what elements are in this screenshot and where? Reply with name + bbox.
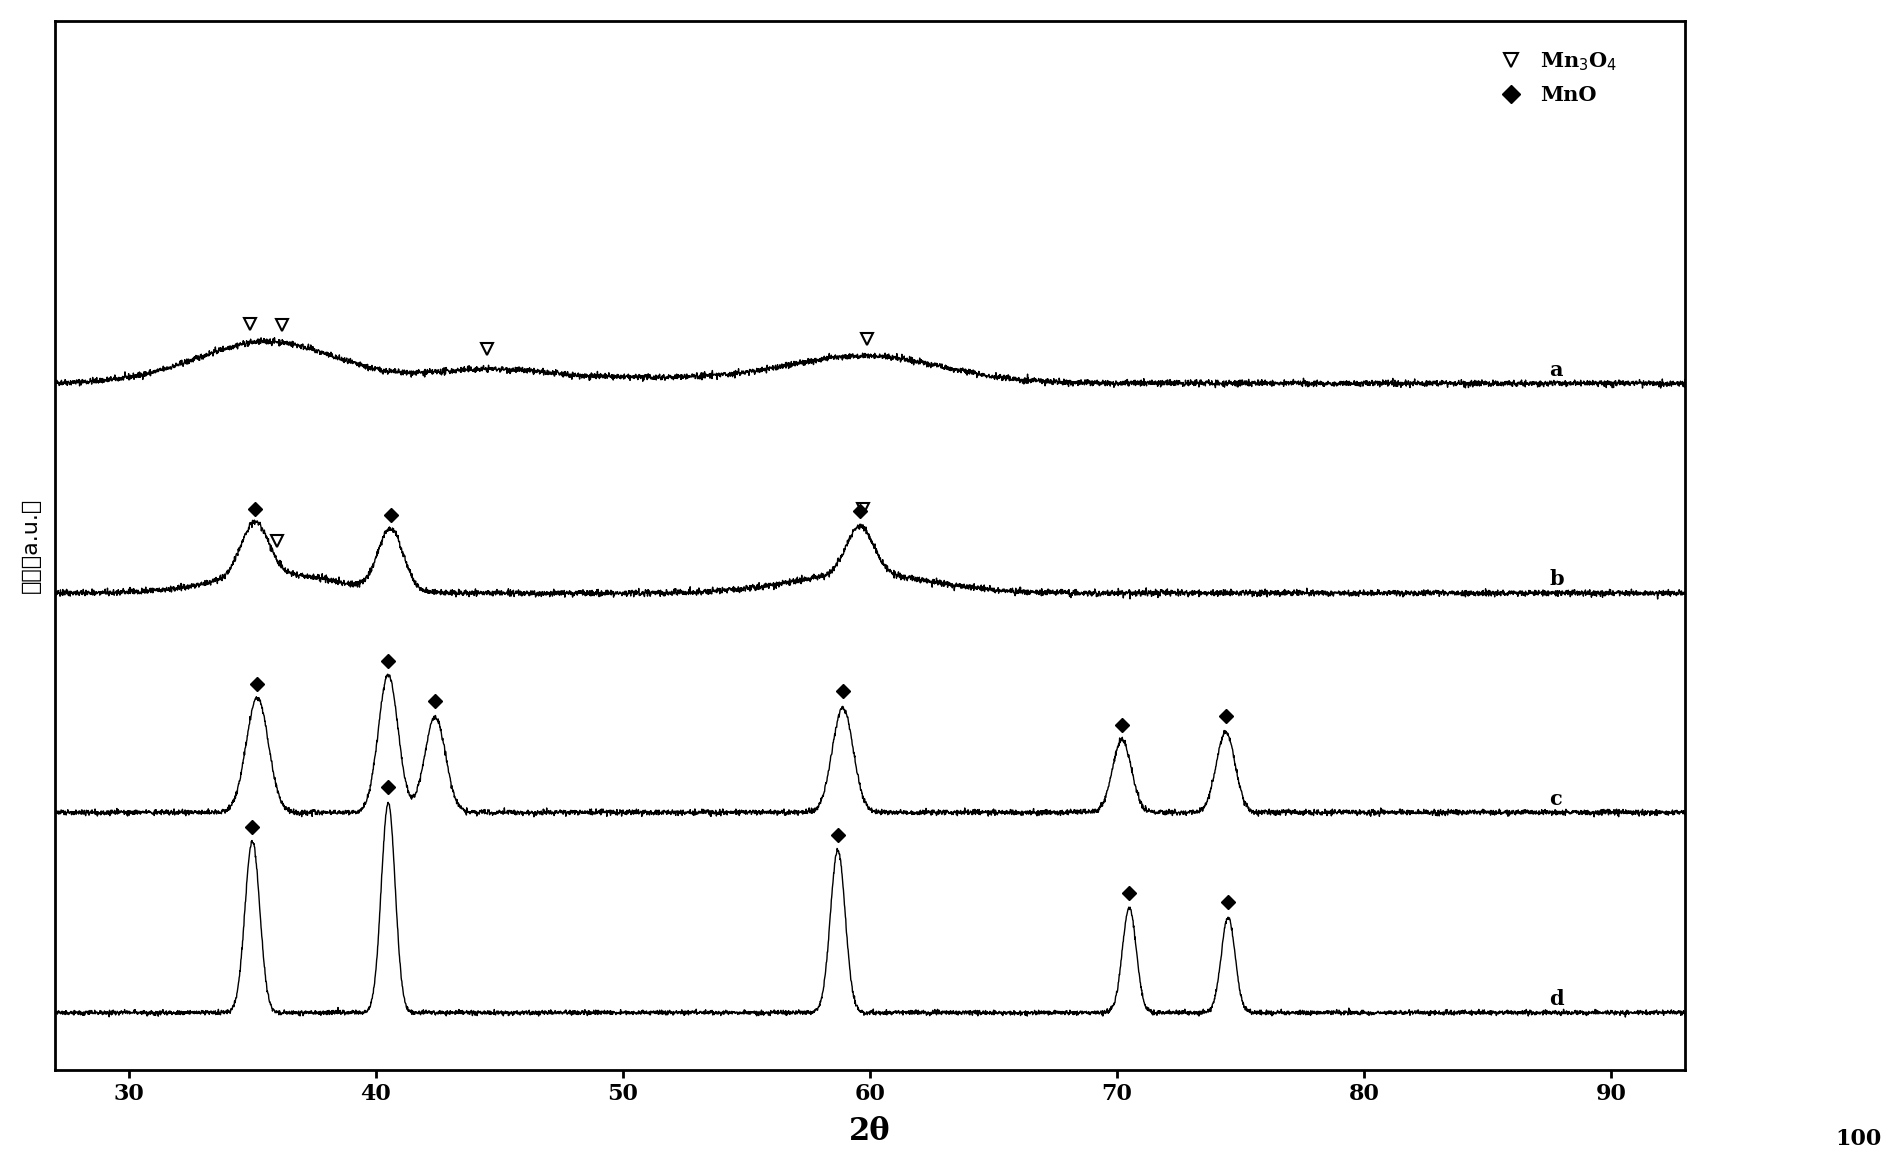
Text: a: a <box>1549 360 1564 380</box>
Text: c: c <box>1549 788 1562 808</box>
Text: 100: 100 <box>1835 1127 1882 1149</box>
Text: b: b <box>1549 570 1564 590</box>
Text: d: d <box>1549 989 1564 1009</box>
Y-axis label: 强度（a.u.）: 强度（a.u.） <box>21 498 41 593</box>
X-axis label: 2θ: 2θ <box>850 1117 891 1147</box>
Legend: Mn$_3$O$_4$, MnO: Mn$_3$O$_4$, MnO <box>1483 42 1626 113</box>
